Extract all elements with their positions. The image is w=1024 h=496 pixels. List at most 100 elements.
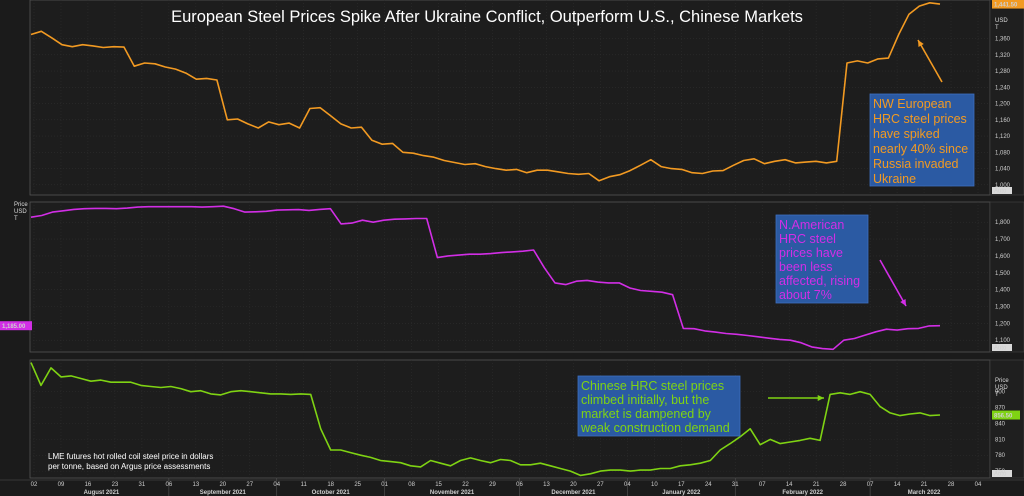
series-line-china [30, 362, 941, 477]
auto-badge-europe [992, 187, 1012, 194]
annotation-arrowhead-europe [918, 40, 924, 47]
x-tick-label: 02 [31, 482, 38, 488]
annotation-text-line: about 7% [779, 288, 832, 302]
last-value-label-us: 1,185.00 [2, 324, 26, 330]
x-tick-label: 25 [354, 482, 361, 488]
annotation-text-line: have spiked [873, 127, 940, 141]
annotation-arrow-europe [917, 39, 943, 83]
y-tick-label: 810 [995, 437, 1006, 443]
last-value-label-china: 856.50 [994, 413, 1013, 419]
y-tick-label: 1,000 [995, 183, 1011, 189]
panel-frames: Auto Auto Auto [29, 0, 1024, 479]
y-tick-label: 1,040 [995, 167, 1011, 173]
x-tick-label: 08 [408, 482, 415, 488]
annotation-text-line: market is dampened by [581, 407, 712, 421]
y-tick-label: 1,500 [995, 271, 1011, 277]
last-value-label-europe: 1,441.50 [994, 2, 1018, 8]
unit-label: Price [995, 378, 1009, 384]
x-tick-label: 24 [705, 482, 712, 488]
footnote-line-1: LME futures hot rolled coil steel price … [48, 452, 213, 461]
unit-label: T [995, 392, 999, 398]
auto-label-europe: Auto [994, 189, 1007, 195]
y-tick-label: 1,700 [995, 237, 1011, 243]
x-tick-label: 20 [219, 482, 226, 488]
x-month-label: August 2021 [84, 490, 120, 496]
x-tick-label: 14 [786, 482, 793, 488]
x-month-label: November 2021 [430, 490, 475, 496]
x-tick-label: 07 [759, 482, 766, 488]
unit-label: USD [14, 209, 27, 215]
x-tick-label: 29 [489, 482, 496, 488]
annotation-text-line: affected, rising [779, 274, 860, 288]
x-tick-label: 04 [273, 482, 280, 488]
y-tick-label: 750 [995, 469, 1006, 475]
x-tick-label: 17 [678, 482, 685, 488]
unit-label: USD [995, 385, 1008, 391]
annotation-text-line: Ukraine [873, 172, 916, 186]
annotation-text-line: nearly 40% since [873, 142, 968, 156]
x-tick-label: 13 [543, 482, 550, 488]
unit-label: T [995, 25, 999, 31]
x-tick-label: 07 [867, 482, 874, 488]
unit-label: USD [995, 18, 1008, 24]
y-tick-label: 1,200 [995, 321, 1011, 327]
x-tick-label: 13 [192, 482, 199, 488]
x-tick-label: 11 [301, 482, 308, 488]
axis-strip-europe [989, 0, 1024, 196]
x-tick-label: 21 [813, 482, 820, 488]
x-tick-label: 01 [381, 482, 388, 488]
x-month-label: October 2021 [312, 490, 351, 496]
y-tick-label: 1,800 [995, 220, 1011, 226]
annotation-text-line: Russia invaded [873, 157, 959, 171]
auto-label-us: Auto [994, 346, 1007, 352]
series-line-europe [30, 1, 941, 182]
annotation-arrowhead-china [817, 394, 824, 402]
chart-title: European Steel Prices Spike After Ukrain… [171, 8, 803, 26]
annotation-text-line: HRC steel prices [873, 112, 967, 126]
annotation-text-line: prices have [779, 246, 843, 260]
x-tick-label: 14 [894, 482, 901, 488]
series-lines [30, 1, 941, 477]
x-tick-label: 16 [85, 482, 92, 488]
y-tick-label: 1,360 [995, 37, 1011, 43]
unit-label: Price [14, 202, 28, 208]
x-tick-label: 27 [246, 482, 253, 488]
y-tick-label: 1,100 [995, 338, 1011, 344]
x-month-label: December 2021 [551, 490, 596, 496]
last-value-badge-china [992, 410, 1020, 420]
auto-label-china: Auto [994, 472, 1007, 478]
x-month-label: February 2022 [782, 490, 823, 496]
y-tick-label: 1,320 [995, 53, 1011, 59]
annotation-text-line: weak construction demand [580, 421, 730, 435]
x-month-label: January 2022 [662, 490, 701, 496]
last-value-badge-europe [992, 0, 1024, 9]
y-tick-label: 1,080 [995, 150, 1011, 156]
x-month-label: September 2021 [200, 490, 247, 496]
x-tick-label: 22 [462, 482, 469, 488]
footnote-line-2: per tonne, based on Argus price assessme… [48, 462, 210, 471]
x-tick-label: 20 [570, 482, 577, 488]
unit-label: T [14, 216, 18, 222]
x-tick-label: 18 [327, 482, 334, 488]
auto-badge-us [992, 344, 1012, 351]
x-tick-label: 09 [58, 482, 65, 488]
y-tick-label: 1,200 [995, 102, 1011, 108]
x-tick-label: 21 [921, 482, 928, 488]
y-tick-label: 1,400 [995, 288, 1011, 294]
panel-frame-china [29, 359, 991, 479]
x-tick-label: 10 [651, 482, 658, 488]
series-line-us [30, 205, 941, 351]
x-tick-label: 06 [166, 482, 173, 488]
x-tick-label: 28 [948, 482, 955, 488]
annotation-arrowhead-us [900, 299, 906, 306]
y-tick-label: 870 [995, 406, 1006, 412]
x-tick-label: 04 [975, 482, 982, 488]
y-tick-label: 1,280 [995, 69, 1011, 75]
y-tick-label: 900 [995, 390, 1006, 396]
x-tick-label: 15 [435, 482, 442, 488]
x-tick-label: 04 [624, 482, 631, 488]
annotation-arrow-us [879, 259, 907, 307]
